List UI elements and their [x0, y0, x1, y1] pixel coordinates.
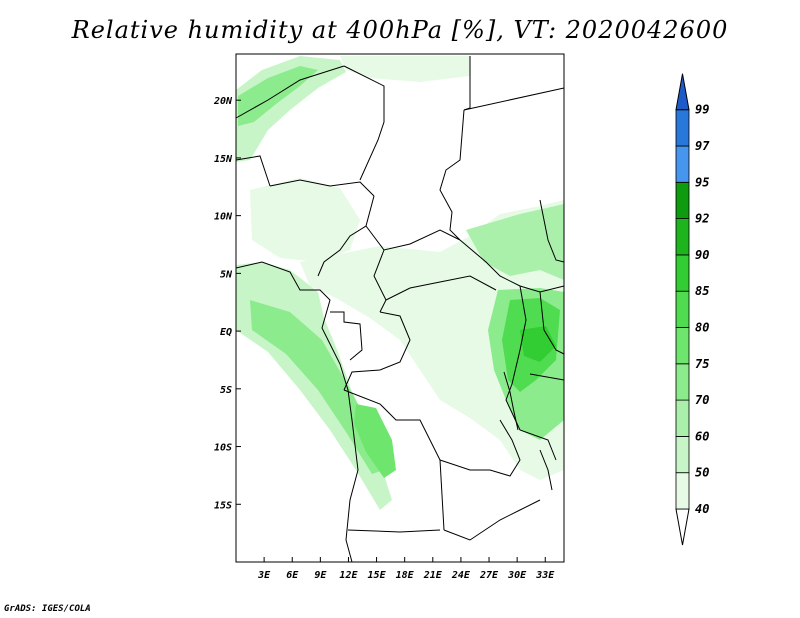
- colorbar-level-label: 92: [695, 212, 709, 226]
- lon-tick-label: 21E: [423, 570, 443, 581]
- border-south-sudan: [459, 239, 565, 293]
- border-drc-angola: [343, 389, 441, 461]
- colorbar-level-label: 97: [695, 139, 710, 153]
- border-angola-namibia: [347, 529, 441, 533]
- colorbar-below-arrow: [675, 508, 690, 546]
- border-car-drc: [385, 275, 497, 301]
- border-angola-zambia: [439, 459, 445, 531]
- lat-tick-label: 10S: [214, 443, 232, 454]
- moist-region-nigeria: [250, 178, 360, 262]
- border-algeria-libya: [235, 65, 345, 119]
- border-libya-chad: [343, 65, 385, 181]
- moist-region-angola: [354, 404, 396, 478]
- moist-region-east-africa: [466, 204, 564, 280]
- lat-tick-label: 15N: [214, 154, 233, 165]
- colorbar-above-arrow: [675, 73, 690, 111]
- colorbar-level-label: 75: [695, 357, 709, 371]
- colorbar-swatch: [675, 399, 690, 437]
- lon-tick-label: 33E: [535, 570, 555, 581]
- lat-tick-label: 5S: [220, 385, 232, 396]
- border-egypt-sudan: [463, 87, 565, 111]
- colorbar-swatch: [675, 435, 690, 474]
- longitude-axis: 3E 6E 9E 12E 15E 18E 21E 24E 27E 30E 33E: [257, 557, 555, 581]
- latitude-axis: 20N 15N 10N 5N EQ 5S 10S 15S: [213, 96, 241, 511]
- lon-tick-label: 9E: [314, 570, 327, 581]
- moist-region-north-strip: [340, 56, 470, 82]
- border-niger-nigeria: [269, 179, 375, 197]
- colorbar-level-label: 90: [695, 248, 709, 262]
- lake-malawi: [539, 449, 553, 491]
- border-nigeria-cameroon: [317, 195, 375, 277]
- colorbar-swatch: [675, 327, 690, 365]
- colorbar-swatch: [675, 218, 690, 256]
- colorbar-swatch: [675, 181, 690, 220]
- border-drc-west: [343, 311, 411, 391]
- lon-tick-label: 6E: [286, 570, 299, 581]
- moist-region-coastal-core: [250, 300, 384, 474]
- lon-tick-label: 18E: [396, 570, 415, 581]
- border-mali-niger: [235, 155, 271, 187]
- border-kenya-uganda: [539, 291, 565, 355]
- border-sudan-ethiopia: [539, 199, 565, 263]
- coastline-west: [235, 261, 359, 563]
- lon-tick-label: 15E: [368, 570, 387, 581]
- colorbar-level-label: 99: [695, 103, 709, 117]
- colorbar-swatch: [675, 363, 690, 401]
- colorbar-swatch: [675, 472, 690, 510]
- moist-region-central: [300, 200, 564, 480]
- colorbar: 40 50 60 70 75 80 85 90 92 95 97 99: [675, 73, 710, 546]
- colorbar-level-label: 40: [695, 502, 709, 516]
- lon-tick-label: 30E: [507, 570, 527, 581]
- colorbar-swatch: [675, 145, 690, 183]
- map-frame: [235, 53, 565, 563]
- colorbar-level-label: 50: [695, 466, 709, 480]
- colorbar-level-label: 85: [695, 284, 709, 298]
- lon-tick-label: 27E: [479, 570, 499, 581]
- lat-tick-label: 15S: [214, 500, 232, 511]
- border-tanzania: [529, 373, 565, 381]
- lon-tick-label: 12E: [339, 570, 358, 581]
- colorbar-level-label: 60: [695, 429, 709, 443]
- border-zambia-south: [443, 499, 541, 541]
- border-east-africa: [505, 285, 557, 461]
- lat-tick-label: EQ: [220, 327, 232, 338]
- border-gabon-congo: [330, 311, 363, 361]
- lat-tick-label: 5N: [220, 269, 233, 280]
- lake-tanganyika: [503, 371, 519, 431]
- colorbar-swatch: [675, 254, 690, 292]
- lon-tick-label: 24E: [451, 570, 471, 581]
- colorbar-swatch: [675, 290, 690, 328]
- map-title: Relative humidity at 400hPa [%], VT: 202…: [71, 16, 729, 44]
- country-borders: [235, 56, 565, 563]
- humidity-field: [236, 56, 564, 510]
- lat-tick-label: 20N: [213, 96, 233, 107]
- colorbar-level-label: 80: [695, 321, 709, 335]
- border-chad-sudan: [439, 109, 465, 241]
- border-drc-zambia: [439, 419, 521, 477]
- colorbar-level-label: 70: [695, 393, 709, 407]
- colorbar-level-label: 95: [695, 175, 709, 189]
- lon-tick-label: 3E: [257, 570, 271, 581]
- lat-tick-label: 10N: [214, 212, 233, 223]
- grads-credit: GrADS: IGES/COLA: [4, 604, 91, 614]
- colorbar-swatch: [675, 109, 690, 147]
- border-car-cameroon: [373, 249, 387, 313]
- border-chad-car: [365, 225, 461, 251]
